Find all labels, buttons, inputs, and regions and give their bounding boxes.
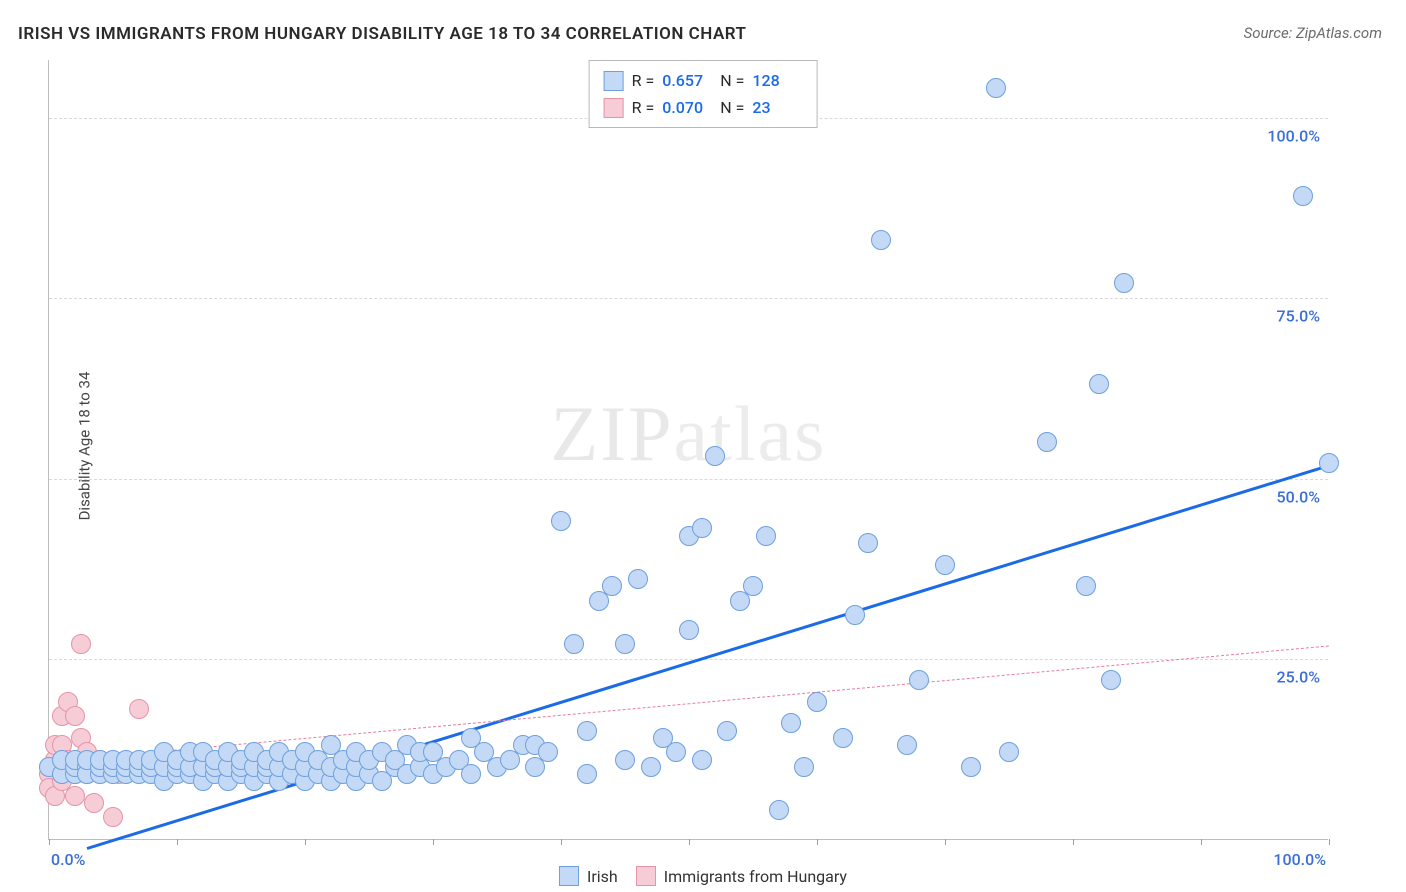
r-value-2: 0.070	[662, 94, 712, 121]
scatter-point	[1293, 186, 1313, 206]
legend-label-hungary: Immigrants from Hungary	[664, 867, 847, 886]
scatter-point	[935, 555, 955, 575]
legend-swatch-hungary-b	[636, 866, 656, 886]
scatter-point	[551, 511, 571, 531]
scatter-point	[1089, 374, 1109, 394]
scatter-point	[461, 764, 481, 784]
x-tick-mark	[177, 839, 178, 845]
scatter-point	[564, 634, 584, 654]
scatter-point	[781, 713, 801, 733]
scatter-point	[909, 670, 929, 690]
scatter-point	[615, 634, 635, 654]
r-label-2: R =	[632, 94, 655, 121]
scatter-point	[103, 807, 123, 827]
scatter-point	[666, 742, 686, 762]
scatter-point	[794, 757, 814, 777]
scatter-point	[692, 750, 712, 770]
watermark: ZIPatlas	[551, 389, 827, 479]
scatter-point	[769, 800, 789, 820]
y-tick-label: 100.0%	[1267, 126, 1320, 145]
n-label: N =	[720, 67, 744, 94]
x-tick-label-end: 100.0%	[1273, 850, 1326, 869]
legend-stats-row-2: R = 0.070 N = 23	[604, 94, 803, 121]
scatter-point	[679, 620, 699, 640]
scatter-point	[871, 230, 891, 250]
chart-title: IRISH VS IMMIGRANTS FROM HUNGARY DISABIL…	[18, 24, 747, 44]
scatter-point	[628, 569, 648, 589]
scatter-point	[961, 757, 981, 777]
watermark-thin: atlas	[674, 390, 827, 477]
x-tick-mark	[561, 839, 562, 845]
gridline	[49, 479, 1328, 480]
scatter-point	[833, 728, 853, 748]
x-tick-mark	[1329, 839, 1330, 845]
legend-bottom: Irish Immigrants from Hungary	[559, 866, 847, 886]
watermark-bold: ZIP	[551, 390, 674, 477]
x-tick-mark	[945, 839, 946, 845]
legend-swatch-irish-b	[559, 866, 579, 886]
scatter-point	[807, 692, 827, 712]
r-value-1: 0.657	[662, 67, 712, 94]
scatter-point	[577, 764, 597, 784]
legend-swatch-hungary	[604, 98, 624, 118]
r-label: R =	[632, 67, 655, 94]
x-tick-mark	[433, 839, 434, 845]
scatter-point	[65, 786, 85, 806]
scatter-point	[1076, 576, 1096, 596]
scatter-point	[577, 721, 597, 741]
scatter-point	[897, 735, 917, 755]
legend-item-irish: Irish	[559, 866, 618, 886]
scatter-point	[743, 576, 763, 596]
x-tick-mark	[1201, 839, 1202, 845]
legend-stats-box: R = 0.657 N = 128 R = 0.070 N = 23	[589, 60, 818, 128]
scatter-point	[129, 699, 149, 719]
legend-item-hungary: Immigrants from Hungary	[636, 866, 847, 886]
x-tick-mark	[305, 839, 306, 845]
scatter-point	[538, 742, 558, 762]
scatter-point	[641, 757, 661, 777]
legend-stats-row-1: R = 0.657 N = 128	[604, 67, 803, 94]
x-tick-mark	[817, 839, 818, 845]
scatter-point	[1101, 670, 1121, 690]
x-tick-mark	[49, 839, 50, 845]
plot-area: ZIPatlas 25.0%50.0%75.0%100.0%0.0%100.0%	[48, 60, 1328, 840]
scatter-point	[602, 576, 622, 596]
scatter-point	[717, 721, 737, 741]
legend-label-irish: Irish	[587, 867, 618, 886]
scatter-point	[1114, 273, 1134, 293]
scatter-point	[71, 634, 91, 654]
n-label-2: N =	[720, 94, 744, 121]
y-tick-label: 25.0%	[1276, 668, 1320, 687]
scatter-point	[858, 533, 878, 553]
scatter-point	[705, 446, 725, 466]
scatter-point	[845, 605, 865, 625]
y-tick-label: 50.0%	[1276, 487, 1320, 506]
scatter-point	[692, 518, 712, 538]
scatter-point	[1319, 453, 1339, 473]
legend-swatch-irish	[604, 71, 624, 91]
gridline	[49, 298, 1328, 299]
scatter-point	[999, 742, 1019, 762]
y-tick-label: 75.0%	[1276, 307, 1320, 326]
scatter-point	[986, 78, 1006, 98]
n-value-2: 23	[752, 94, 802, 121]
scatter-point	[756, 526, 776, 546]
scatter-point	[65, 706, 85, 726]
n-value-1: 128	[752, 67, 802, 94]
scatter-point	[615, 750, 635, 770]
x-tick-mark	[1073, 839, 1074, 845]
x-tick-mark	[689, 839, 690, 845]
source-label: Source: ZipAtlas.com	[1244, 24, 1382, 42]
scatter-point	[1037, 432, 1057, 452]
x-tick-label-start: 0.0%	[51, 850, 85, 869]
scatter-point	[84, 793, 104, 813]
